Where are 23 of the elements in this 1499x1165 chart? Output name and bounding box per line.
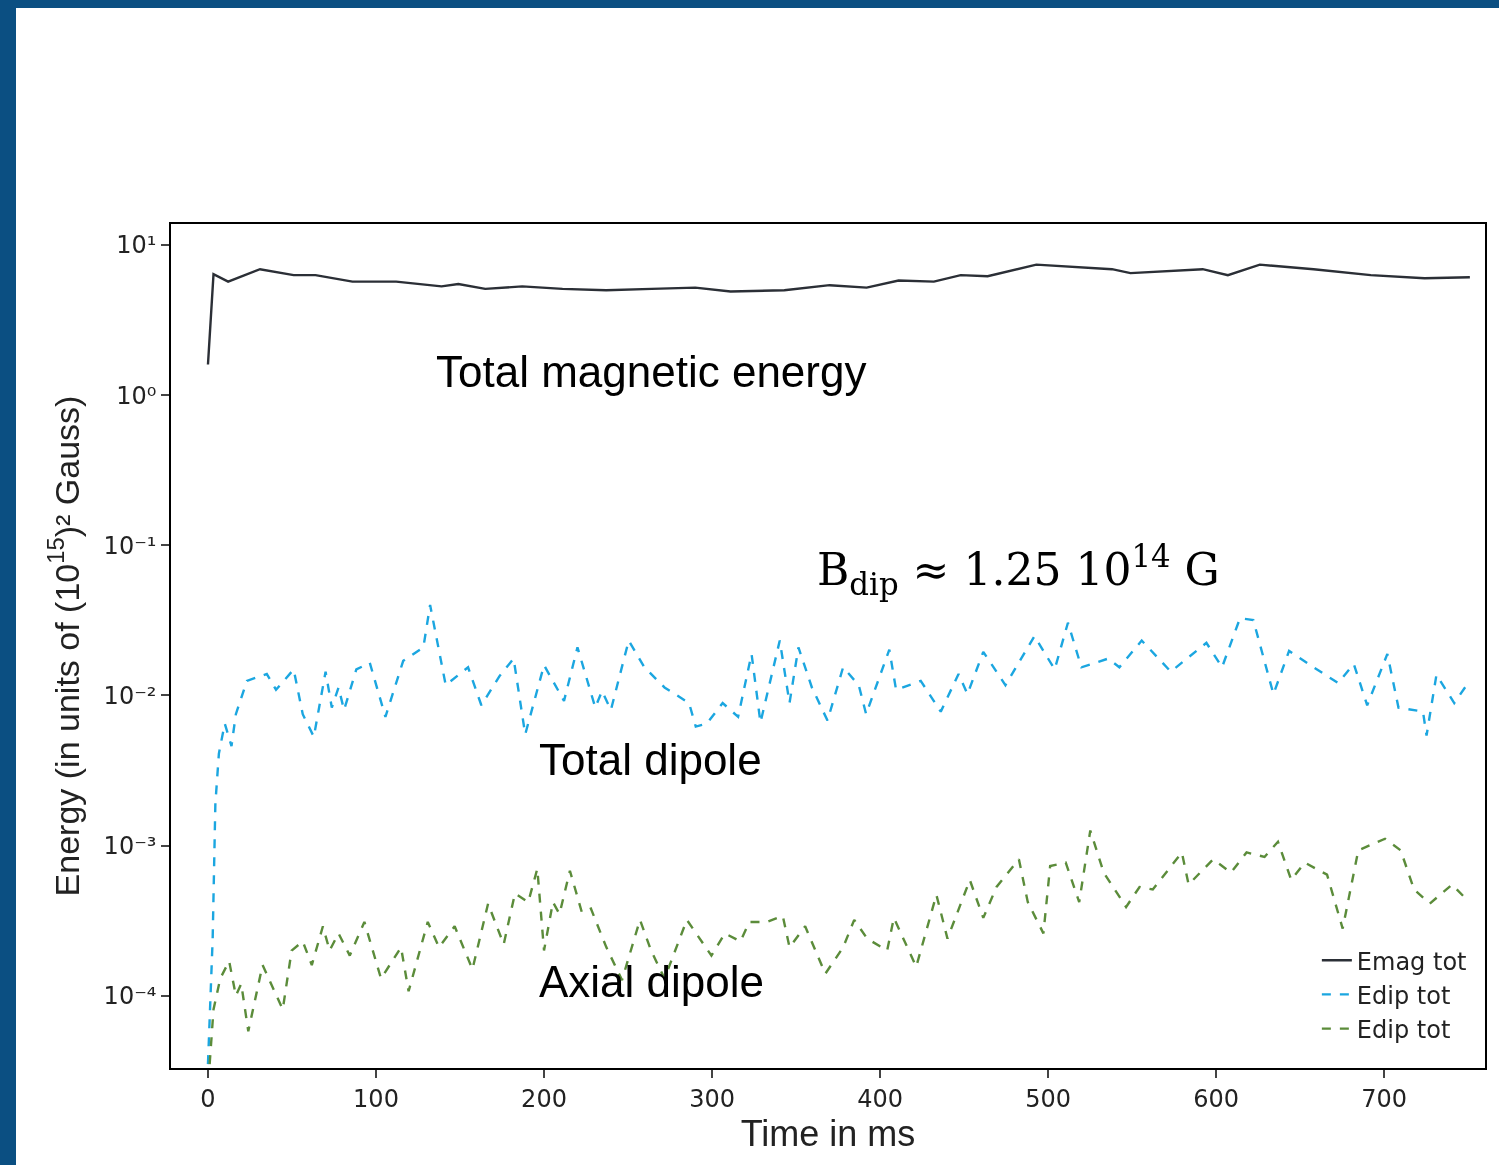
line-series [206,603,1469,1066]
x-tick-label: 700 [1361,1084,1408,1113]
x-tick-label: 600 [1193,1084,1240,1113]
annotation: B$_{dip}$ ≈ 1.25 10$^{14}$ G [817,538,1220,602]
y-tick-label: 10⁻² [103,681,157,710]
x-tick-label: 0 [200,1084,216,1113]
x-tick-label: 400 [857,1084,903,1113]
legend-label: Edip tot [1356,981,1451,1010]
y-tick-label: 10⁻¹ [103,531,157,560]
legend-label: Edip tot [1356,1015,1451,1044]
x-axis-title: Time in ms [740,1112,916,1154]
y-tick-label: 10¹ [116,231,157,260]
annotation: Axial dipole [539,957,765,1006]
x-tick-label: 100 [353,1084,399,1113]
y-tick-label: 10⁻³ [103,831,157,860]
y-tick-label: 10⁰ [116,381,157,410]
y-tick-label: 10⁻⁴ [103,982,157,1011]
x-tick-label: 200 [521,1084,567,1113]
legend-label: Emag tot [1356,947,1467,976]
x-tick-label: 500 [1025,1084,1072,1113]
annotation: Total dipole [539,735,762,784]
annotation: Total magnetic energy [436,347,867,396]
x-tick-label: 300 [689,1084,735,1113]
